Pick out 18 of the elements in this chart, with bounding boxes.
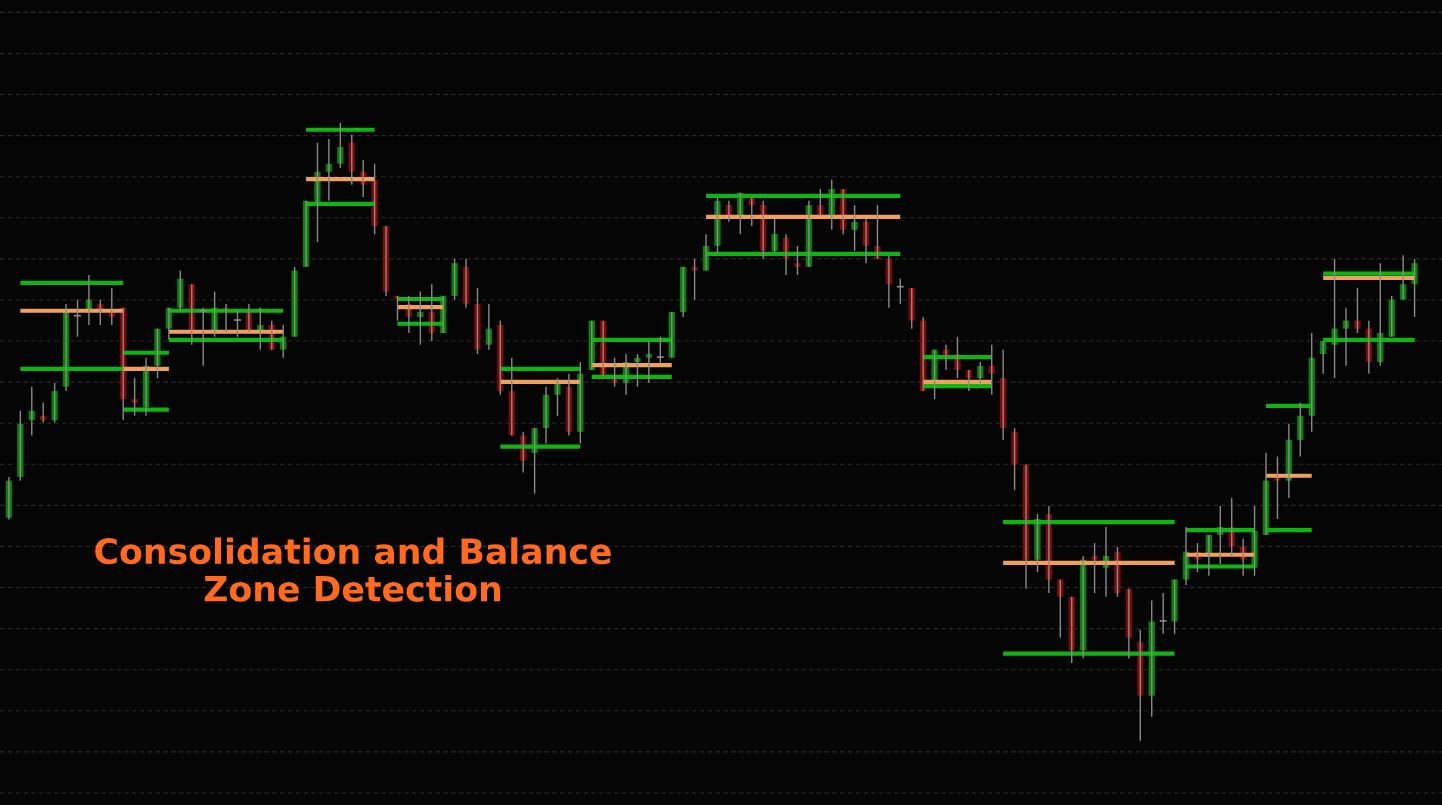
- candlestick: [851, 204, 858, 252]
- candlestick: [1091, 542, 1098, 594]
- candlestick: [1171, 578, 1178, 635]
- candlestick: [1011, 427, 1018, 491]
- candlestick: [371, 163, 378, 235]
- candlestick: [474, 287, 481, 355]
- candlestick: [691, 258, 698, 301]
- candlestick: [51, 382, 58, 424]
- candlestick: [291, 266, 298, 338]
- candlestick: [73, 298, 82, 338]
- candlestick: [1354, 287, 1361, 334]
- candlestick: [656, 336, 665, 365]
- candlestick: [131, 377, 138, 417]
- candlestick: [771, 218, 778, 254]
- candlestick: [794, 245, 801, 276]
- text: Consolidation and Balance Zone Detection: [95, 537, 611, 602]
- candlestick: [451, 258, 458, 301]
- candlestick: [233, 310, 242, 338]
